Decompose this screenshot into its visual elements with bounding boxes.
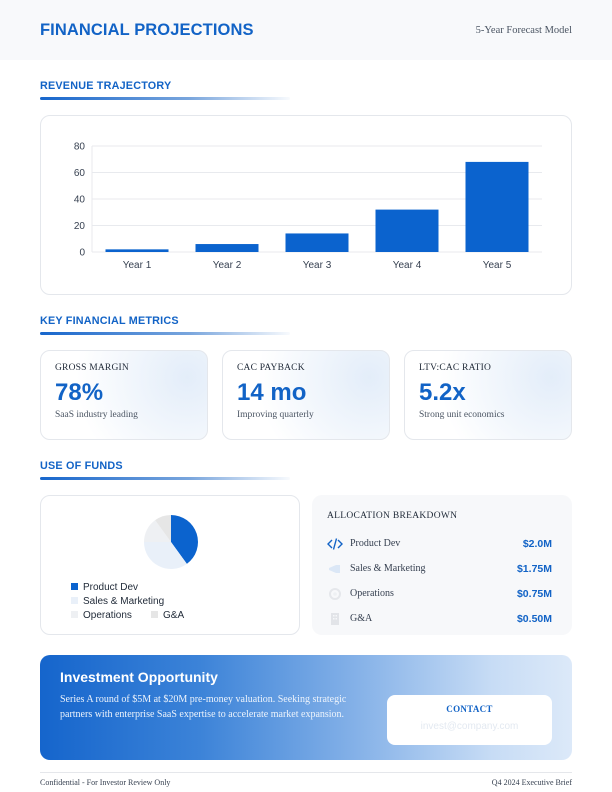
building-icon [331, 613, 339, 625]
x-tick-label: Year 1 [123, 260, 152, 271]
legend-swatch [71, 611, 78, 618]
allocation-breakdown-card: ALLOCATION BREAKDOWN Product Dev $2.0M S… [312, 495, 572, 635]
section-divider [40, 97, 290, 100]
legend-item-operations: Operations [71, 610, 132, 621]
revenue-bar-chart: 0 20 40 60 80 Year 1 Year 2 Year 3 Year 4 Year 5 [74, 142, 542, 271]
legend-label: Operations [83, 610, 132, 621]
bar [465, 161, 529, 252]
allocation-name: Product Dev [350, 538, 401, 549]
page-title: FINANCIAL PROJECTIONS [40, 21, 254, 39]
y-tick-label: 80 [74, 142, 86, 153]
footer-brief: Q4 2024 Executive Brief [491, 778, 572, 787]
section-divider [40, 332, 290, 335]
pie-slice [171, 515, 198, 564]
metric-card-ltv-cac: LTV:CAC RATIO 5.2x Strong unit economics [404, 350, 572, 440]
footer-divider [40, 772, 572, 773]
y-tick-label: 20 [74, 221, 86, 232]
legend-label: Sales & Marketing [83, 596, 165, 607]
x-tick-label: Year 4 [393, 260, 422, 271]
x-tick-label: Year 2 [213, 260, 242, 271]
investment-title: Investment Opportunity [60, 669, 218, 685]
page-header: FINANCIAL PROJECTIONS 5-Year Forecast Mo… [0, 0, 612, 60]
bar [195, 244, 259, 252]
y-tick-label: 40 [74, 195, 86, 206]
metric-card-gross-margin: GROSS MARGIN 78% SaaS industry leading [40, 350, 208, 440]
contact-email-link[interactable]: invest@company.com [420, 721, 519, 732]
allocation-row-operations: Operations $0.75M [327, 585, 552, 603]
legend-swatch [151, 611, 158, 618]
allocation-row-sales-marketing: Sales & Marketing $1.75M [327, 560, 552, 578]
allocation-title: ALLOCATION BREAKDOWN [327, 511, 458, 521]
section-title-metrics: KEY FINANCIAL METRICS [40, 315, 179, 327]
legend-item-ga: G&A [151, 610, 184, 621]
contact-box[interactable]: CONTACT invest@company.com [387, 695, 552, 745]
footer-confidential: Confidential - For Investor Review Only [40, 778, 171, 787]
allocation-amount: $0.75M [516, 588, 552, 600]
legend-item-sales-marketing: Sales & Marketing [71, 596, 164, 607]
legend-label: G&A [163, 610, 185, 621]
metric-label: GROSS MARGIN [55, 363, 129, 373]
allocation-amount: $1.75M [516, 563, 552, 575]
allocation-amount: $2.0M [522, 538, 552, 550]
bar [105, 249, 169, 252]
section-divider [40, 477, 290, 480]
bar [375, 209, 439, 252]
metric-value: 78% [55, 379, 104, 406]
funds-pie-card: Product Dev Sales & Marketing Operations… [40, 495, 300, 635]
investment-description: Series A round of $5M at $20M pre-money … [60, 692, 430, 722]
legend-item-product-dev: Product Dev [71, 582, 138, 593]
metric-note: Strong unit economics [419, 410, 505, 420]
legend-swatch [71, 583, 78, 590]
pie-slice [144, 542, 187, 569]
section-title-funds: USE OF FUNDS [40, 460, 123, 472]
legend-label: Product Dev [83, 582, 139, 593]
metric-label: LTV:CAC RATIO [419, 363, 492, 373]
allocation-row-product-dev: Product Dev $2.0M [327, 535, 552, 553]
metric-card-cac-payback: CAC PAYBACK 14 mo Improving quarterly [222, 350, 390, 440]
revenue-chart-card: 0 20 40 60 80 Year 1 Year 2 Year 3 Year 4 Year 5 [40, 115, 572, 295]
code-icon [327, 538, 343, 550]
x-tick-label: Year 5 [483, 260, 512, 271]
investment-line: partners with enterprise SaaS expertise … [60, 709, 345, 720]
pie-slice [144, 520, 171, 542]
y-tick-label: 60 [74, 168, 86, 179]
gear-icon [329, 588, 341, 600]
allocation-name: Operations [350, 588, 394, 599]
y-tick-label: 0 [79, 248, 85, 259]
page-subtitle: 5-Year Forecast Model [475, 25, 572, 36]
pie-slice [155, 515, 171, 542]
section-title-revenue: REVENUE TRAJECTORY [40, 80, 172, 92]
allocation-row-ga: G&A $0.50M [327, 610, 552, 628]
investment-line: Series A round of $5M at $20M pre-money … [60, 694, 347, 705]
allocation-name: G&A [350, 613, 373, 624]
bar [285, 233, 349, 252]
metric-note: Improving quarterly [237, 410, 314, 420]
metric-value: 14 mo [237, 379, 307, 406]
allocation-name: Sales & Marketing [350, 563, 426, 574]
investment-banner: Investment Opportunity Series A round of… [40, 655, 572, 760]
megaphone-icon [329, 565, 340, 573]
contact-label: CONTACT [446, 704, 493, 714]
funds-pie-chart [144, 515, 198, 569]
metric-note: SaaS industry leading [55, 410, 138, 420]
metric-label: CAC PAYBACK [237, 363, 305, 373]
legend-swatch [71, 597, 78, 604]
x-tick-label: Year 3 [303, 260, 332, 271]
metric-value: 5.2x [419, 379, 466, 406]
allocation-amount: $0.50M [516, 613, 552, 625]
